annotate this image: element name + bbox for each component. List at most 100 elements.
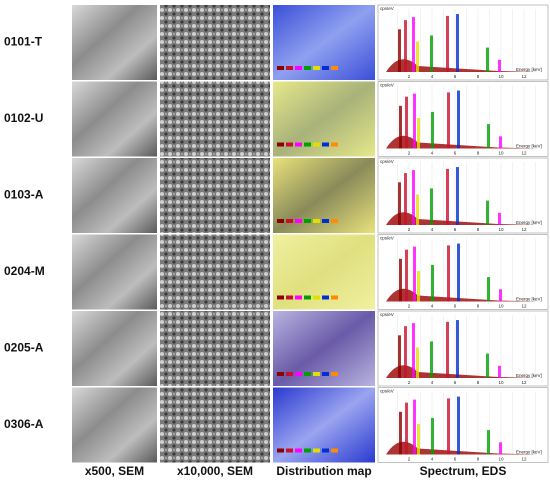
spectrum-x-tick: 12	[521, 457, 527, 462]
spectrum-peak	[417, 271, 420, 302]
sem-high-image	[160, 234, 270, 310]
spectrum-x-tick: 10	[498, 304, 504, 309]
spectrum-peak	[404, 173, 407, 225]
spectrum-peak	[487, 124, 490, 149]
sem-low-image	[72, 387, 157, 463]
spectrum-x-tick: 10	[498, 151, 504, 156]
spectrum-x-label: Energy [keV]	[516, 297, 542, 302]
map-legend-swatch	[277, 295, 284, 300]
column-label: Distribution map	[276, 464, 371, 478]
spectrum-y-label: cps/eV	[380, 389, 394, 394]
column-label: Spectrum, EDS	[420, 464, 507, 478]
map-legend-swatch	[277, 372, 284, 376]
spectrum-peak	[430, 35, 433, 72]
spectrum-x-label: Energy [keV]	[516, 67, 542, 72]
spectrum-peak	[417, 118, 420, 149]
sem-low-image	[72, 81, 157, 157]
spectrum-x-label: Energy [keV]	[516, 144, 542, 149]
spectrum-peak	[457, 90, 460, 149]
spectrum-peak	[447, 92, 450, 149]
row-label: 0103-A	[4, 188, 44, 202]
spectrum-background	[386, 365, 538, 378]
map-legend-swatch	[304, 295, 311, 300]
map-legend-swatch	[286, 295, 293, 300]
spectrum-peak	[412, 17, 415, 73]
spectrum-background	[386, 288, 538, 302]
sem-low-image	[72, 158, 157, 233]
spectrum-x-tick: 12	[521, 227, 527, 232]
map-legend-swatch	[331, 219, 338, 223]
sem-high-image	[160, 311, 270, 386]
map-legend-swatch	[304, 448, 311, 453]
spectrum-peak	[457, 243, 460, 302]
row-label: 0101-T	[4, 35, 43, 49]
row-label: 0205-A	[4, 341, 44, 355]
map-legend-swatch	[277, 448, 284, 453]
spectrum-peak	[456, 320, 459, 378]
spectrum-peak	[399, 411, 402, 455]
sem-low-image	[72, 311, 157, 386]
spectrum-x-tick: 6	[454, 151, 457, 156]
map-legend-swatch	[304, 219, 311, 223]
spectrum-x-tick: 4	[431, 380, 434, 385]
spectrum-x-tick: 2	[408, 457, 411, 462]
spectrum-peak	[404, 326, 407, 378]
sem-low-image	[72, 234, 157, 310]
spectrum-peak	[499, 289, 502, 302]
spectrum-peak	[498, 59, 501, 72]
map-legend-swatch	[313, 295, 320, 300]
spectrum-peak	[499, 442, 502, 455]
spectrum-x-tick: 12	[521, 74, 527, 79]
map-legend-swatch	[331, 448, 338, 453]
spectrum-x-tick: 8	[477, 457, 480, 462]
map-legend-swatch	[286, 142, 293, 147]
spectrum-x-tick: 10	[498, 380, 504, 385]
sem-low-image	[72, 5, 157, 80]
spectrum-x-tick: 10	[498, 74, 504, 79]
map-legend-swatch	[313, 372, 320, 376]
spectrum-peak	[431, 111, 434, 149]
spectrum-peak	[498, 365, 501, 378]
map-legend-swatch	[313, 219, 320, 223]
map-legend-swatch	[286, 66, 293, 70]
spectrum-x-label: Energy [keV]	[516, 220, 542, 225]
map-legend-swatch	[304, 142, 311, 147]
spectrum-peak	[486, 353, 489, 378]
spectrum-x-tick: 4	[431, 304, 434, 309]
spectrum-peak	[405, 402, 408, 455]
spectrum-x-tick: 4	[431, 74, 434, 79]
spectrum-y-label: cps/eV	[380, 312, 394, 317]
spectrum-peak	[457, 396, 460, 455]
spectrum-peak	[446, 15, 449, 72]
spectrum-peak	[413, 399, 416, 455]
spectrum-background	[386, 135, 538, 149]
spectrum-background	[386, 212, 538, 225]
spectrum-peak	[456, 167, 459, 225]
spectrum-peak	[405, 96, 408, 149]
spectrum-x-tick: 6	[454, 457, 457, 462]
spectrum-y-label: cps/eV	[380, 83, 394, 88]
spectrum-peak	[412, 170, 415, 225]
map-legend-swatch	[295, 66, 302, 70]
spectrum-peak	[487, 277, 490, 302]
column-label: x500, SEM	[85, 464, 144, 478]
spectrum-background	[386, 441, 538, 455]
row-label: 0102-U	[4, 111, 43, 125]
spectrum-x-tick: 10	[498, 227, 504, 232]
spectrum-peak	[416, 194, 419, 225]
map-legend-swatch	[313, 66, 320, 70]
spectrum-x-tick: 12	[521, 151, 527, 156]
spectrum-peak	[404, 20, 407, 72]
spectrum-peak	[399, 258, 402, 302]
spectrum-peak	[447, 398, 450, 455]
spectrum-x-tick: 12	[521, 304, 527, 309]
spectrum-x-tick: 4	[431, 227, 434, 232]
spectrum-x-tick: 4	[431, 457, 434, 462]
map-legend-swatch	[322, 448, 329, 453]
spectrum-peak	[430, 188, 433, 225]
spectrum-peak	[417, 424, 420, 455]
spectrum-peak	[446, 321, 449, 378]
map-legend-swatch	[304, 372, 311, 376]
map-legend-swatch	[304, 66, 311, 70]
